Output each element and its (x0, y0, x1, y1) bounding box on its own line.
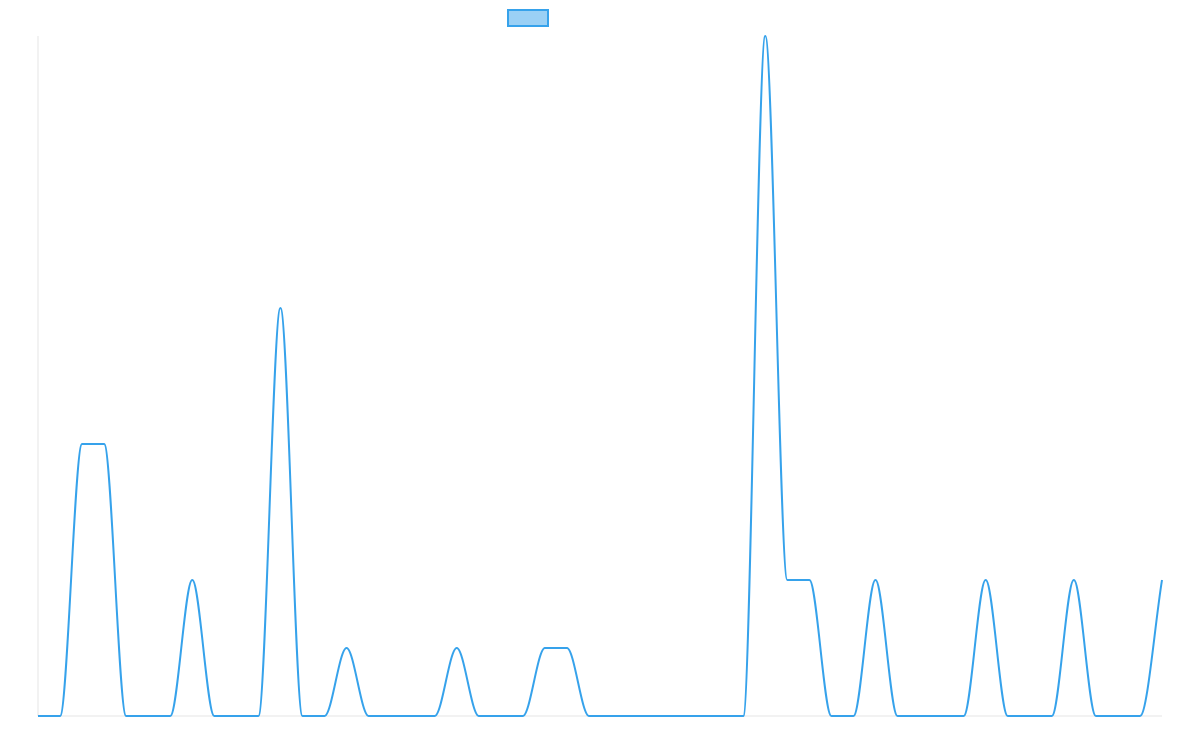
legend-swatch[interactable] (507, 9, 549, 27)
series-line-0 (38, 35, 1163, 717)
